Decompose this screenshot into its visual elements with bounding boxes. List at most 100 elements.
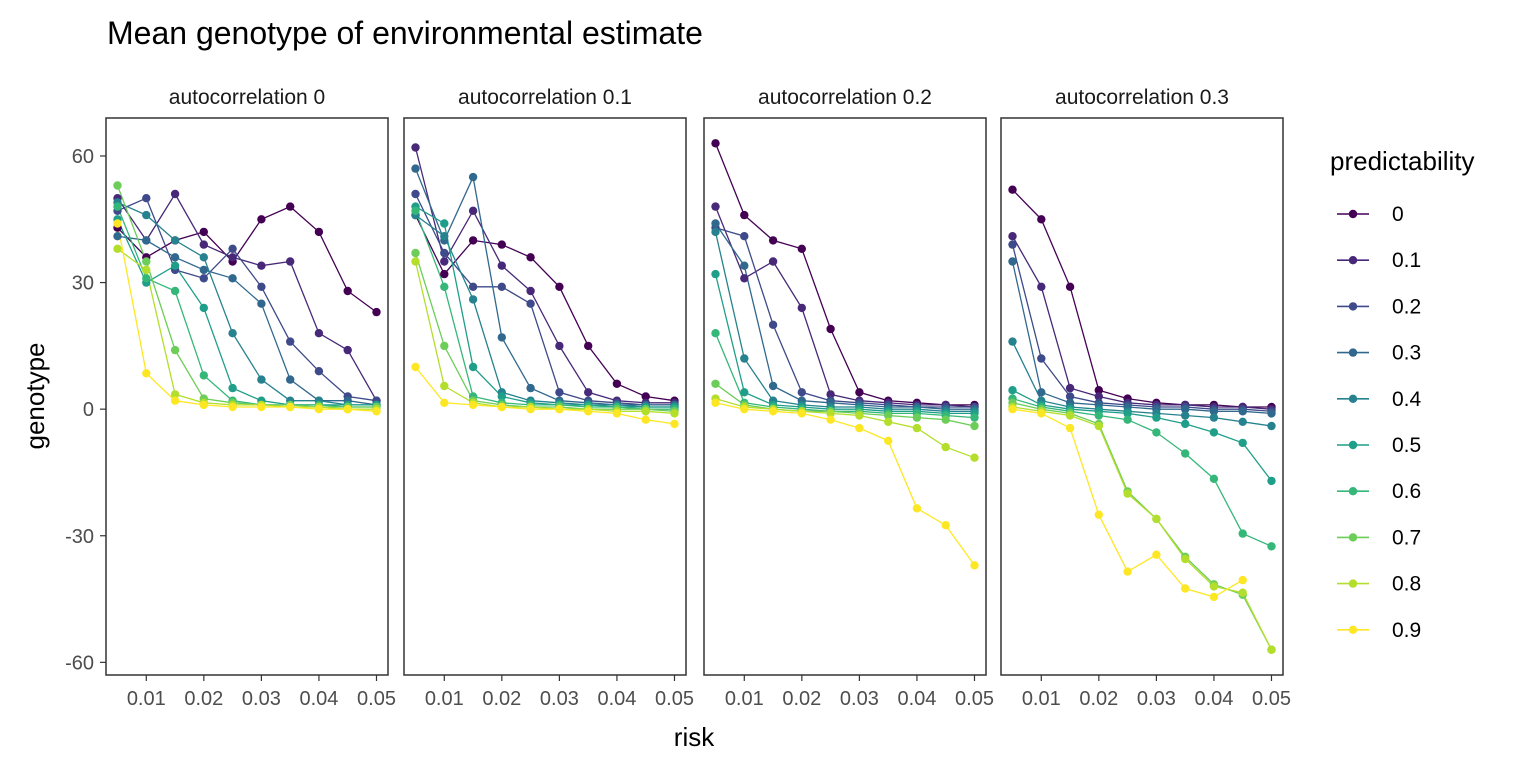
data-point	[199, 227, 208, 237]
data-point	[1037, 282, 1046, 291]
data-point	[768, 236, 778, 245]
data-point	[113, 232, 122, 241]
series-line-0.5	[714, 273, 975, 415]
data-point	[1008, 386, 1017, 395]
data-point	[497, 392, 506, 401]
data-point	[670, 409, 679, 418]
data-point	[113, 202, 122, 211]
data-point	[497, 240, 506, 249]
x-tick-label: 0.04	[299, 688, 338, 710]
data-point	[170, 390, 180, 399]
legend-item: 0.3	[1337, 342, 1421, 365]
series-line-0	[414, 214, 675, 402]
legend-title: predictability	[1330, 146, 1475, 176]
data-point	[1181, 584, 1190, 593]
data-point	[113, 219, 122, 228]
data-point	[1181, 411, 1190, 420]
data-point	[314, 329, 324, 338]
legend-key-point	[1348, 348, 1358, 357]
data-point	[440, 269, 449, 279]
series-line-0.4	[1011, 341, 1272, 427]
series-line-0.4	[415, 214, 675, 408]
data-point	[855, 388, 864, 397]
plot-area	[711, 139, 979, 570]
series-line-0.1	[414, 147, 675, 404]
data-point	[286, 337, 295, 346]
legend-item: 0.7	[1337, 526, 1421, 549]
legend-item: 0.5	[1337, 434, 1421, 457]
data-point	[555, 388, 564, 397]
data-point	[612, 379, 622, 388]
legend-key-point	[1348, 394, 1358, 403]
data-point	[740, 354, 749, 363]
y-tick-label: 60	[72, 146, 94, 168]
x-tick-label: 0.03	[840, 688, 879, 710]
data-point	[1123, 489, 1132, 498]
data-point	[1152, 514, 1161, 524]
series-line-0.8	[414, 261, 675, 415]
data-point	[1123, 415, 1132, 424]
plot-area	[411, 143, 679, 429]
data-point	[797, 409, 806, 418]
data-point	[228, 253, 237, 262]
series-line-0.3	[414, 168, 675, 406]
x-tick-label: 0.05	[1252, 688, 1291, 710]
panel-strip-label: autocorrelation 0.3	[1055, 86, 1229, 109]
data-point	[970, 561, 979, 570]
data-point	[912, 413, 922, 422]
series-line-0.7	[414, 252, 675, 412]
data-point	[1008, 185, 1017, 194]
data-point	[257, 299, 266, 308]
data-point	[257, 215, 266, 224]
data-point	[314, 227, 324, 237]
data-point	[740, 274, 749, 283]
data-point	[855, 411, 864, 420]
y-tick-label: -30	[65, 526, 94, 548]
y-tick-label: 0	[83, 399, 94, 421]
x-tick-label: 0.02	[1079, 688, 1118, 710]
data-point	[711, 219, 720, 228]
data-point	[526, 299, 535, 308]
legend-key-point	[1348, 302, 1358, 311]
data-point	[468, 400, 478, 410]
data-point	[768, 407, 778, 416]
series-line-0.2	[414, 193, 675, 406]
data-point	[1037, 215, 1046, 224]
data-point	[497, 402, 506, 412]
y-tick-label: 30	[72, 273, 94, 295]
data-point	[711, 398, 720, 407]
data-point	[468, 282, 478, 291]
series-line-0.9	[715, 402, 976, 566]
data-point	[113, 181, 122, 190]
data-point	[1037, 388, 1046, 397]
x-tick-label: 0.05	[955, 688, 994, 710]
data-point	[142, 236, 151, 245]
legend-key-point	[1348, 579, 1358, 588]
plot-area	[113, 181, 381, 416]
data-point	[797, 244, 806, 253]
data-point	[170, 286, 180, 296]
data-point	[1008, 337, 1017, 346]
series-line-0.3	[714, 223, 975, 410]
data-point	[170, 253, 180, 262]
data-point	[1037, 354, 1046, 363]
data-point	[1181, 405, 1190, 414]
data-point	[228, 402, 237, 412]
data-point	[941, 521, 950, 530]
data-point	[1094, 421, 1104, 431]
data-point	[740, 388, 749, 397]
data-point	[768, 381, 778, 391]
x-tick-label: 0.01	[425, 688, 464, 710]
data-point	[1209, 592, 1219, 602]
series-line-0.2	[117, 197, 377, 402]
data-point	[641, 407, 650, 416]
panel-0: autocorrelation 0 0.01 0.02 0.03 0.04 0.05	[105, 86, 396, 710]
data-point	[468, 236, 478, 245]
x-axis-title: risk	[674, 722, 715, 752]
x-tick-label: 0.05	[357, 688, 396, 710]
data-point	[199, 265, 208, 275]
x-tick-label: 0.01	[127, 688, 166, 710]
data-point	[1267, 542, 1276, 551]
data-point	[142, 210, 151, 220]
series-line-0.9	[116, 223, 377, 412]
